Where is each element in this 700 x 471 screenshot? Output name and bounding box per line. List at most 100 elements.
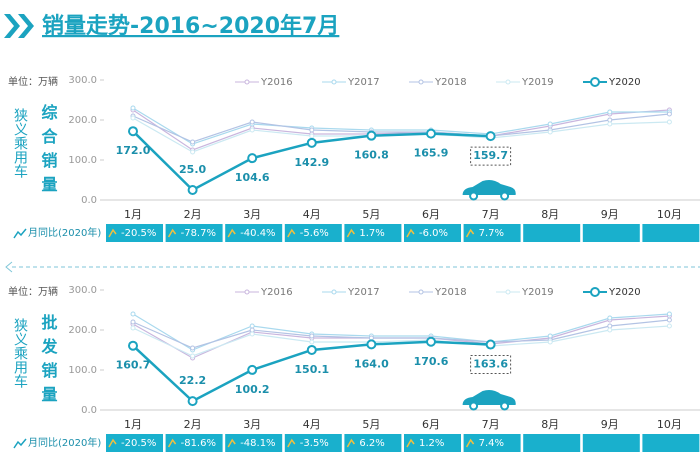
yoy-arrow	[465, 438, 475, 448]
separator-arrow	[5, 261, 13, 273]
yoy-cell	[344, 224, 402, 242]
value-label: 165.9	[414, 147, 449, 160]
legend-marker	[590, 77, 600, 87]
legend-label: Y2016	[260, 287, 293, 298]
point	[190, 139, 196, 145]
yoy-value: -81.6%	[181, 438, 216, 449]
yoy-value: -5.6%	[300, 228, 329, 239]
yoy-title: 月同比(2020年)	[28, 226, 101, 239]
yoy-value: 7.7%	[479, 228, 504, 239]
value-label: 159.7	[473, 149, 508, 162]
point	[607, 121, 613, 127]
point	[309, 339, 315, 345]
point	[247, 153, 258, 164]
point	[249, 127, 255, 133]
point	[485, 131, 496, 142]
yoy-cell	[106, 224, 163, 242]
value-label: 172.0	[116, 144, 151, 157]
point	[309, 127, 315, 133]
legend-marker	[331, 289, 337, 295]
y-tick-label: 0.0	[81, 405, 97, 416]
point	[128, 340, 138, 351]
point	[666, 311, 672, 317]
yoy-arrow	[287, 228, 296, 238]
series-line	[132, 315, 670, 359]
yoy-arrow	[406, 438, 415, 448]
y-tick-label: 100.0	[68, 155, 97, 166]
yoy-arrow	[227, 228, 236, 238]
chevron-icon	[4, 14, 34, 38]
yoy-value: -6.0%	[419, 228, 448, 239]
yoy-value: -48.1%	[240, 438, 275, 449]
yoy-arrow	[227, 438, 236, 448]
series-line	[132, 319, 670, 349]
yoy-icon	[13, 228, 27, 239]
yoy-arrow	[167, 438, 177, 448]
legend-label: Y2017	[347, 77, 380, 88]
point	[607, 327, 613, 333]
yoy-value: -20.5%	[121, 228, 156, 239]
yoy-cell	[463, 434, 521, 452]
legend-label: Y2017	[347, 287, 380, 298]
yoy-value: 1.2%	[419, 438, 444, 449]
car-icon	[462, 390, 516, 405]
yoy-cell	[165, 224, 223, 242]
point	[666, 323, 672, 329]
yoy-value: 1.7%	[359, 228, 384, 239]
yoy-cell	[284, 434, 342, 452]
side-label: 狭义乘用车	[12, 318, 28, 388]
legend-marker	[505, 79, 511, 85]
y-tick-label: 300.0	[68, 285, 97, 296]
x-tick-label: 7月	[482, 418, 500, 431]
point	[190, 353, 196, 359]
x-tick-label: 5月	[362, 418, 380, 431]
legend-marker	[590, 287, 600, 297]
value-label: 25.0	[179, 163, 206, 176]
yoy-cell	[225, 224, 283, 242]
x-tick-label: 6月	[422, 208, 440, 221]
x-tick-label: 9月	[601, 418, 619, 431]
point	[607, 117, 613, 123]
value-label: 164.0	[354, 357, 389, 370]
yoy-cell	[344, 434, 402, 452]
yoy-value: -20.5%	[121, 438, 156, 449]
unit-label: 单位：万辆	[8, 285, 58, 298]
x-tick-label: 8月	[541, 208, 559, 221]
value-label: 160.7	[116, 359, 151, 372]
point	[666, 111, 672, 117]
yoy-arrow	[346, 438, 355, 448]
point	[249, 327, 255, 333]
point	[306, 137, 317, 148]
point	[130, 105, 136, 111]
car-wheel	[500, 191, 510, 201]
yoy-cell	[523, 434, 581, 452]
yoy-cell	[165, 434, 223, 452]
point	[366, 130, 377, 141]
legend-marker	[244, 289, 250, 295]
point	[130, 319, 136, 325]
x-tick-label: 1月	[124, 208, 142, 221]
point	[249, 323, 255, 329]
yoy-arrow	[108, 228, 117, 238]
legend-label: Y2019	[521, 77, 554, 88]
point	[666, 119, 672, 125]
y-tick-label: 200.0	[68, 325, 97, 336]
yoy-cell	[106, 434, 163, 452]
yoy-cell	[404, 224, 461, 242]
car-wheel	[500, 401, 510, 411]
car-wheel	[469, 401, 479, 411]
y-tick-label: 300.0	[68, 75, 97, 86]
yoy-cell	[523, 224, 581, 242]
point	[607, 109, 613, 115]
yoy-cell	[284, 224, 342, 242]
yoy-value: -78.7%	[181, 228, 216, 239]
point	[190, 345, 196, 351]
x-tick-label: 3月	[243, 208, 261, 221]
car-wheel	[469, 191, 479, 201]
x-tick-label: 2月	[184, 208, 202, 221]
point	[485, 339, 496, 350]
value-label: 22.2	[179, 374, 206, 387]
x-tick-label: 4月	[303, 208, 321, 221]
x-tick-label: 6月	[422, 418, 440, 431]
